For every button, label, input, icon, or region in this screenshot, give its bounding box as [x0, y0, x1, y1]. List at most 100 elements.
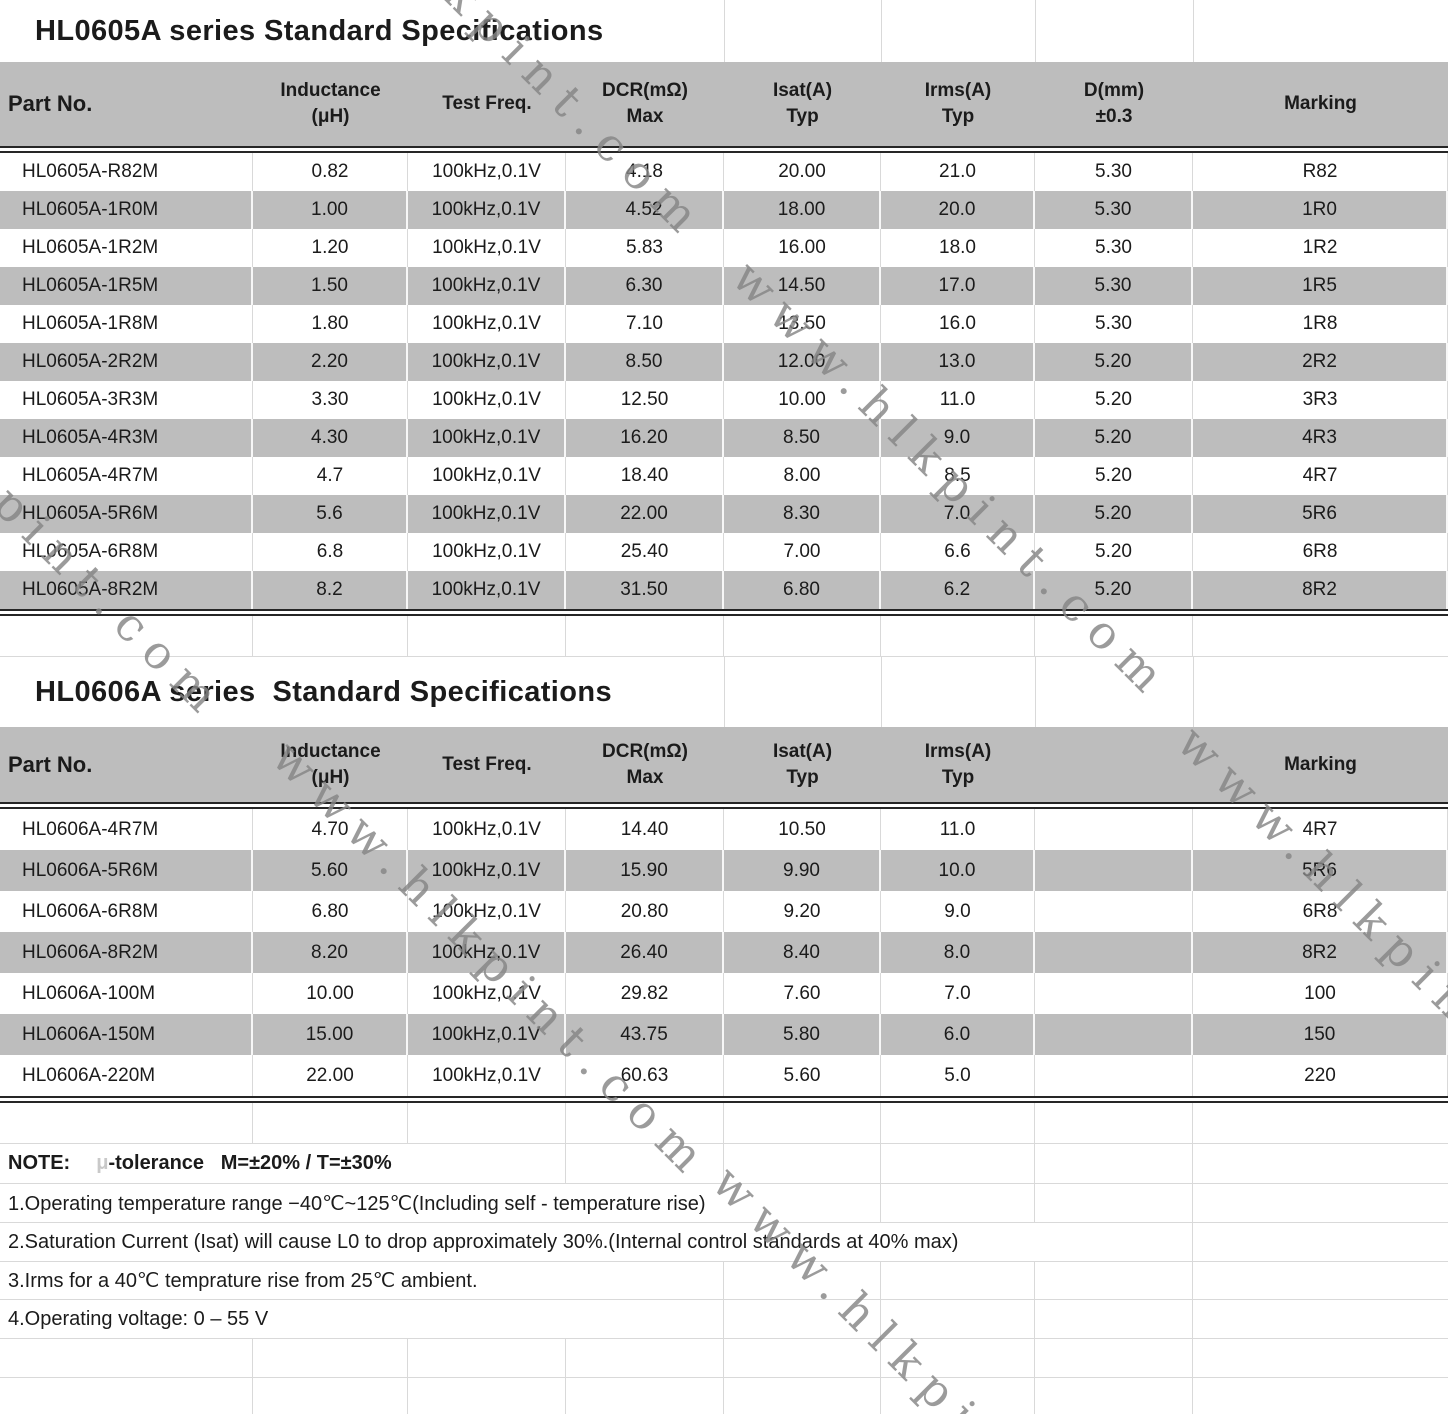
value-cell: 100kHz,0.1V — [408, 809, 566, 850]
header-line2: Max — [626, 766, 664, 788]
empty-cell — [1035, 616, 1193, 656]
header-col-6 — [1035, 727, 1193, 802]
value-cell: 6.8 — [253, 533, 408, 571]
value-cell: 9.0 — [881, 419, 1035, 457]
value-cell: 29.82 — [566, 973, 724, 1014]
empty-cell — [408, 1103, 566, 1143]
value-cell: 5.30 — [1035, 267, 1193, 305]
empty-cell — [1193, 616, 1448, 656]
empty-cell — [566, 1378, 724, 1414]
header-line1: Test Freq. — [442, 93, 532, 114]
empty-cell — [253, 1339, 408, 1377]
value-cell: 100kHz,0.1V — [408, 457, 566, 495]
table2-title: HL0606A series Standard Specifications — [35, 675, 613, 708]
empty-cell — [1193, 1300, 1448, 1338]
empty-cell — [0, 1103, 253, 1143]
value-cell: 11.0 — [881, 381, 1035, 419]
empty-cell — [724, 1144, 881, 1183]
empty-cell — [1193, 1103, 1448, 1143]
header-col-3: DCR(mΩ) Max — [566, 727, 724, 802]
part-no-cell: HL0606A-220M — [0, 1055, 253, 1096]
table-row: HL0605A-8R2M 8.2 100kHz,0.1V 31.50 6.80 6.2 5.… — [0, 571, 1448, 609]
empty-cell — [881, 1378, 1035, 1414]
note-tolerance-text: -tolerance M=±20% / T=±30% — [108, 1152, 392, 1174]
note-label: NOTE: — [8, 1152, 71, 1174]
value-cell: 100kHz,0.1V — [408, 153, 566, 191]
value-cell — [1035, 891, 1193, 932]
value-cell: 4.18 — [566, 153, 724, 191]
value-cell — [1035, 809, 1193, 850]
header-col-2: Test Freq. — [408, 62, 566, 146]
note-row-2: 2.Saturation Current (Isat) will cause L… — [0, 1223, 1448, 1262]
part-no-cell: HL0605A-1R0M — [0, 191, 253, 229]
value-cell: 31.50 — [566, 571, 724, 609]
value-cell: 5.6 — [253, 495, 408, 533]
header-line1: Marking — [1284, 753, 1357, 775]
header-col-4: Isat(A) Typ — [724, 727, 881, 802]
empty-cell — [566, 1339, 724, 1377]
empty-cell — [1193, 1378, 1448, 1414]
empty-cell — [881, 1339, 1035, 1377]
value-cell: 100kHz,0.1V — [408, 891, 566, 932]
empty-cell — [1035, 1262, 1193, 1299]
header-col-6: D(mm) ±0.3 — [1035, 62, 1193, 146]
empty-grid-row — [0, 1378, 1448, 1414]
part-no-cell: HL0605A-1R8M — [0, 305, 253, 343]
empty-cell — [724, 1378, 881, 1414]
note-text-4: 4.Operating voltage: 0 – 55 V — [0, 1300, 724, 1338]
value-cell: 100kHz,0.1V — [408, 229, 566, 267]
value-cell: 4R7 — [1193, 809, 1448, 850]
value-cell: 5.20 — [1035, 381, 1193, 419]
value-cell: 10.50 — [724, 809, 881, 850]
value-cell: 14.50 — [724, 267, 881, 305]
value-cell: 100kHz,0.1V — [408, 381, 566, 419]
header-line1: Isat(A) — [772, 80, 833, 101]
note-text-1: 1.Operating temperature range −40℃~125℃(… — [0, 1184, 881, 1222]
note-tolerance: NOTE: μ -tolerance M=±20% / T=±30% — [0, 1144, 566, 1183]
value-cell: 7.0 — [881, 973, 1035, 1014]
header-col-5: Irms(A) Typ — [881, 727, 1035, 802]
value-cell: 4.30 — [253, 419, 408, 457]
table-row: HL0606A-220M 22.00 100kHz,0.1V 60.63 5.60 5.0… — [0, 1055, 1448, 1096]
value-cell: 5.20 — [1035, 343, 1193, 381]
table2-body: HL0606A-4R7M 4.70 100kHz,0.1V 14.40 10.50 11.… — [0, 809, 1448, 1096]
part-no-cell: HL0606A-150M — [0, 1014, 253, 1055]
table-row: HL0605A-1R2M 1.20 100kHz,0.1V 5.83 16.00 18.0… — [0, 229, 1448, 267]
value-cell: 10.00 — [724, 381, 881, 419]
value-cell: 5.20 — [1035, 495, 1193, 533]
value-cell: R82 — [1193, 153, 1448, 191]
table-row: HL0606A-8R2M 8.20 100kHz,0.1V 26.40 8.40 8.0 8… — [0, 932, 1448, 973]
value-cell: 5.20 — [1035, 533, 1193, 571]
value-cell: 6R8 — [1193, 891, 1448, 932]
empty-cell — [1035, 1300, 1193, 1338]
note-row-3: 3.Irms for a 40℃ temprature rise from 25… — [0, 1262, 1448, 1300]
header-line1: Isat(A) — [772, 740, 833, 762]
value-cell: 5R6 — [1193, 495, 1448, 533]
value-cell: 6R8 — [1193, 533, 1448, 571]
value-cell: 100kHz,0.1V — [408, 850, 566, 891]
double-rule — [0, 609, 1448, 616]
value-cell: 7.10 — [566, 305, 724, 343]
empty-cell — [724, 657, 881, 727]
value-cell: 100kHz,0.1V — [408, 419, 566, 457]
value-cell: 7.00 — [724, 533, 881, 571]
value-cell: 8.2 — [253, 571, 408, 609]
header-line2: Typ — [941, 766, 975, 788]
table-row: HL0605A-4R3M 4.30 100kHz,0.1V 16.20 8.50 9.0 5… — [0, 419, 1448, 457]
table-row: HL0606A-4R7M 4.70 100kHz,0.1V 14.40 10.50 11.… — [0, 809, 1448, 850]
value-cell: 13.0 — [881, 343, 1035, 381]
table1-body: HL0605A-R82M 0.82 100kHz,0.1V 4.18 20.00 21.0… — [0, 153, 1448, 609]
table-row: HL0606A-150M 15.00 100kHz,0.1V 43.75 5.80 6.0… — [0, 1014, 1448, 1055]
value-cell: 6.2 — [881, 571, 1035, 609]
empty-cell — [408, 616, 566, 656]
table-row: HL0606A-100M 10.00 100kHz,0.1V 29.82 7.60 7.0… — [0, 973, 1448, 1014]
header-line1: Part No. — [8, 91, 93, 116]
header-col-2: Test Freq. — [408, 727, 566, 802]
value-cell: 1.00 — [253, 191, 408, 229]
value-cell: 18.40 — [566, 457, 724, 495]
table-row: HL0605A-1R0M 1.00 100kHz,0.1V 4.52 18.00 20.0… — [0, 191, 1448, 229]
double-rule — [0, 146, 1448, 153]
header-line1: DCR(mΩ) — [602, 80, 688, 101]
part-no-cell: HL0605A-1R5M — [0, 267, 253, 305]
